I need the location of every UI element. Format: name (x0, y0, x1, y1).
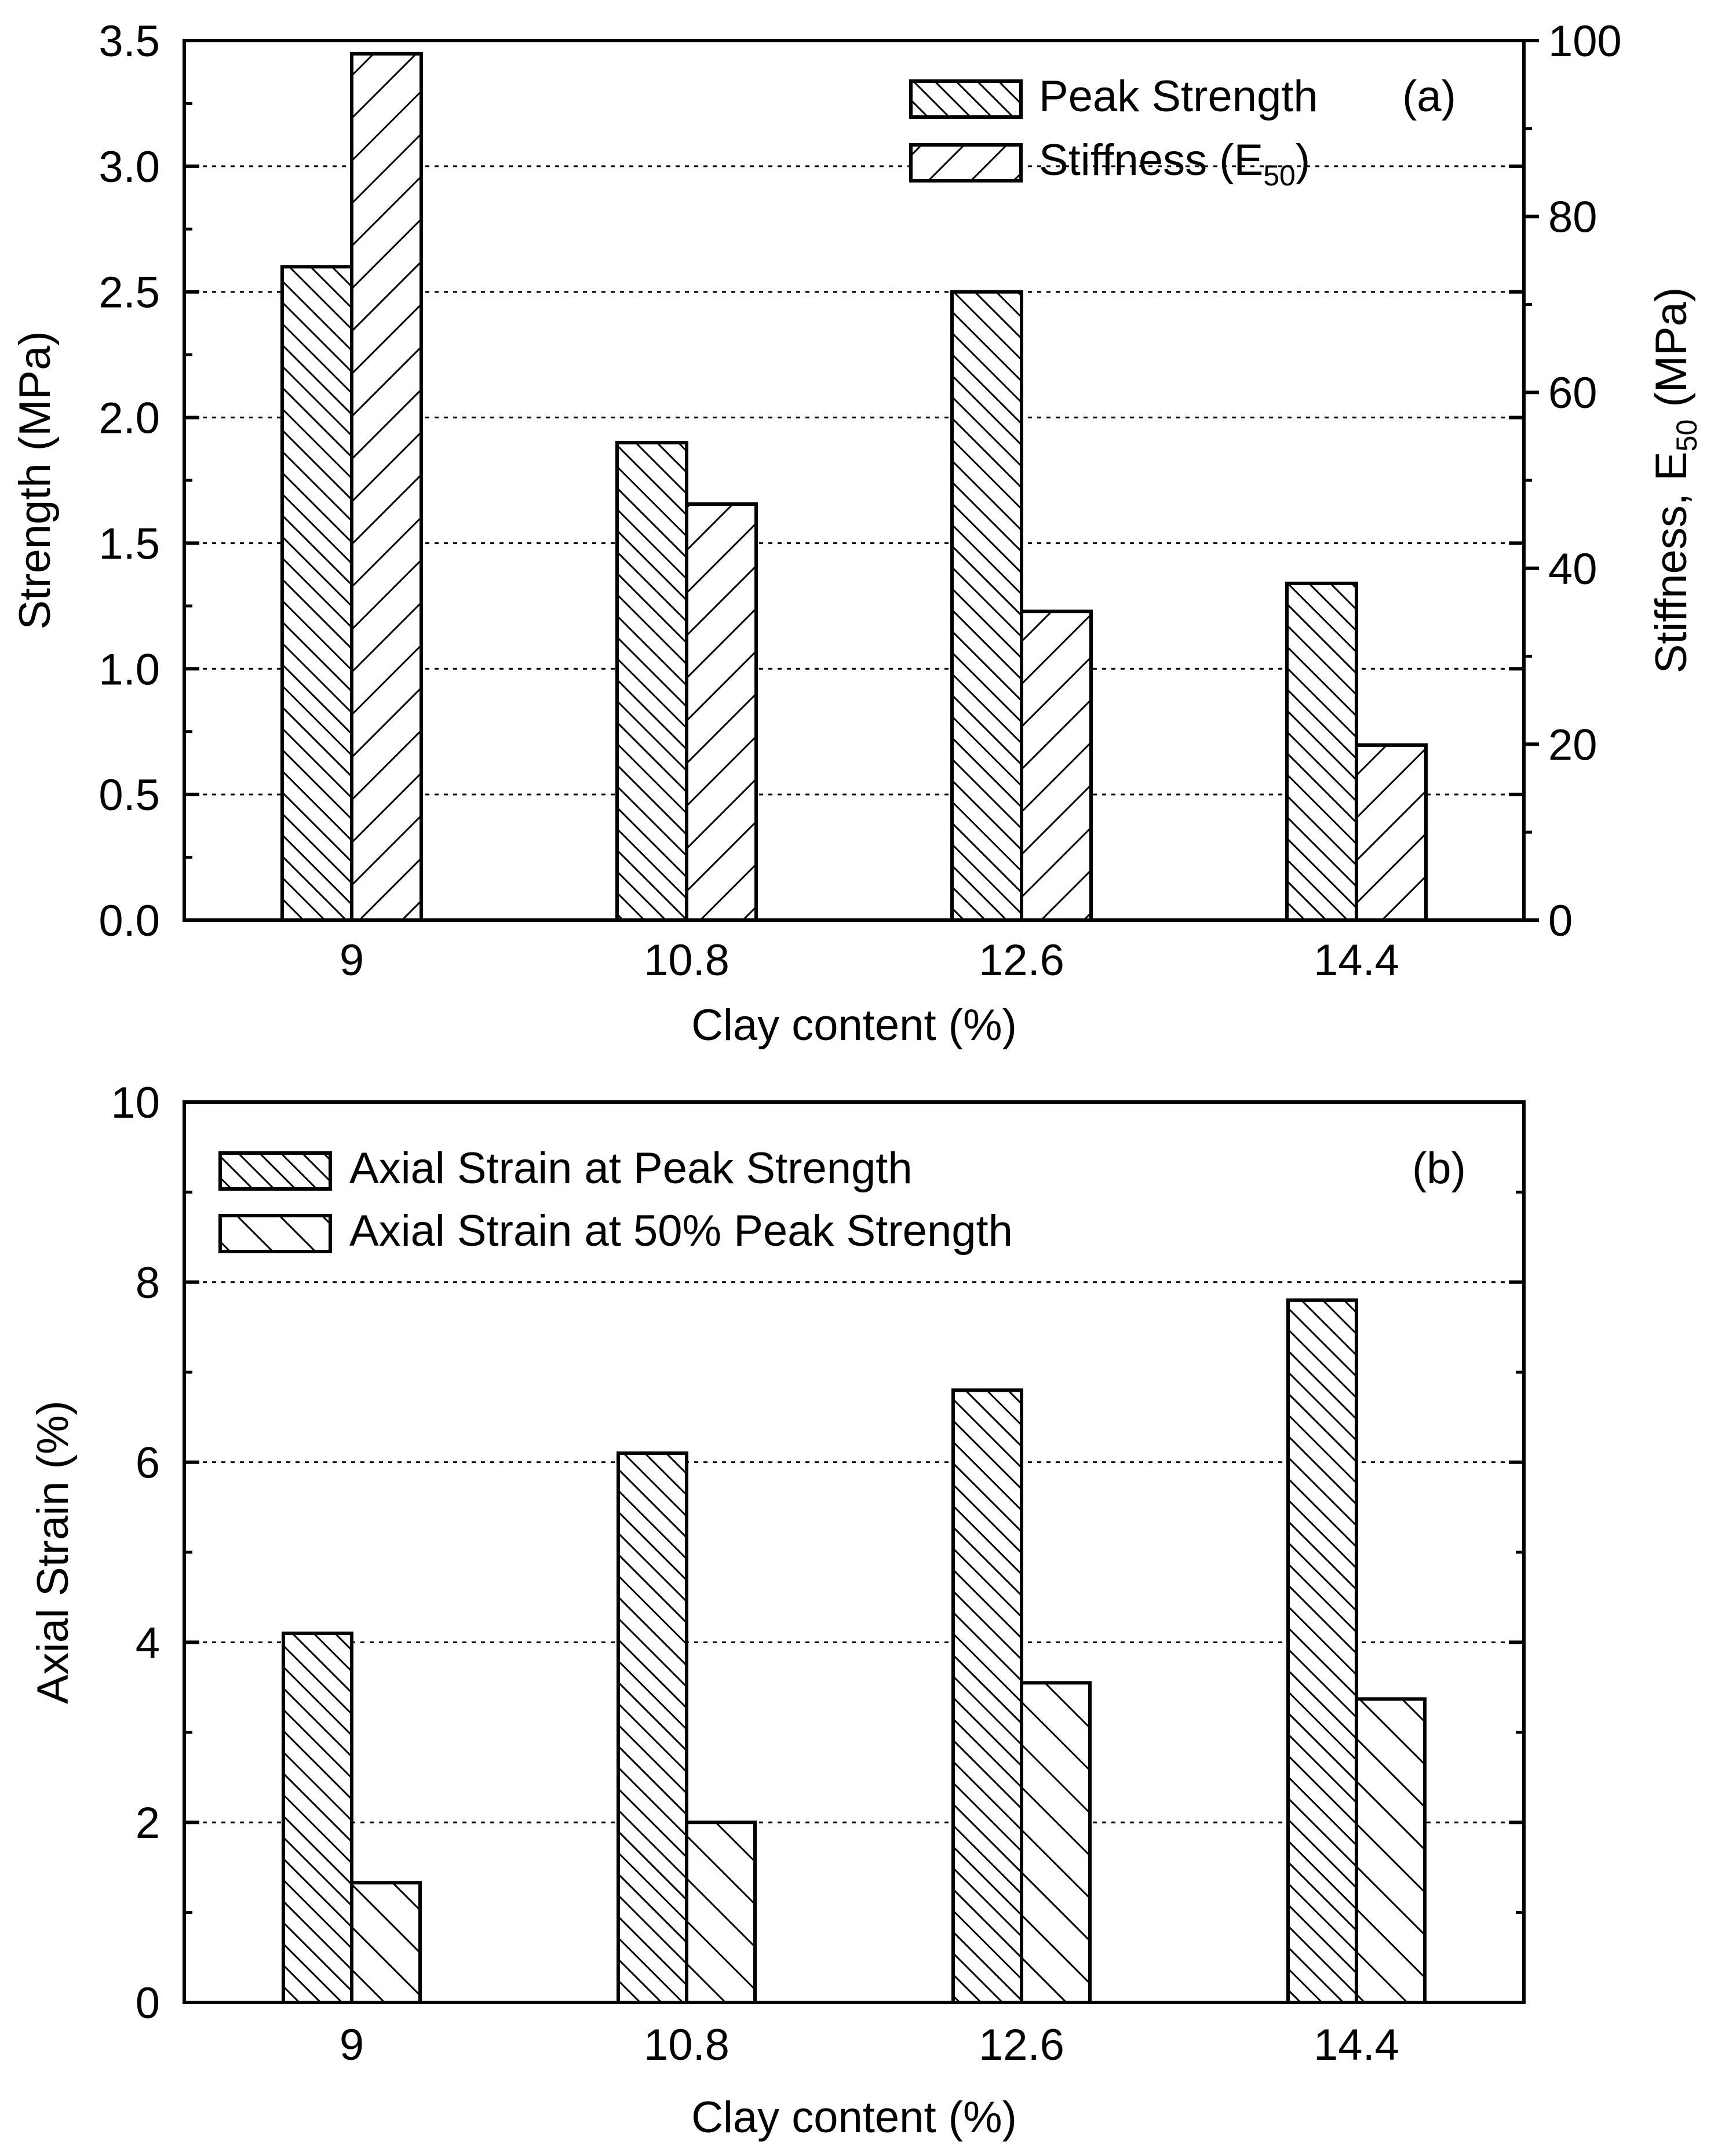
panel-b-y-axis-title: Axial Strain (%) (28, 1400, 78, 1704)
panel-a-ticks: 0.0 0.5 1.0 1.5 2.0 2.5 3.0 3.5 0 20 40 60 80 100 9 10.… (99, 17, 1621, 985)
x-tick-label: 10.8 (644, 936, 729, 985)
y2-tick-label: 60 (1548, 369, 1597, 418)
panel-b-ticks: 0 2 4 6 8 10 9 10.8 12.6 14.4 (111, 1078, 1524, 2070)
x-tick-label: 9 (340, 936, 364, 985)
bar-stiffness-e50-14-4 (1355, 743, 1428, 922)
panel-b-legend: Axial Strain at Peak Strength Axial Stra… (218, 1144, 1013, 1256)
bar-peak-strength-14-4 (1285, 581, 1358, 922)
legend-swatch-peak-strength (909, 79, 1023, 119)
y-tick-label: 1.5 (99, 519, 160, 568)
x-tick-label: 12.6 (979, 2020, 1064, 2070)
y2-tick-label: 100 (1548, 17, 1622, 66)
y2-tick-label: 0 (1548, 896, 1573, 946)
panel-b-chart: 0 2 4 6 8 10 9 10.8 12.6 14.4 Axial Strain at Pea… (28, 1078, 1526, 2142)
legend-label-stiffness-tail: ) (1296, 136, 1310, 185)
bar-axial-strain-at-50-peak-strength-12-6 (1020, 1681, 1092, 2005)
x-tick-label: 9 (340, 2020, 364, 2070)
y-tick-label: 3.5 (99, 17, 160, 66)
panel-a-y2-title-tail: (MPa) (1647, 287, 1696, 419)
panel-a-x-axis-title: Clay content (%) (691, 1001, 1017, 1050)
y2-tick-label: 80 (1548, 193, 1597, 242)
y-tick-label: 4 (136, 1618, 160, 1668)
bar-stiffness-e50-12-6 (1020, 610, 1093, 922)
legend-label-stiffness: Stiffness (E50) (1039, 136, 1310, 192)
panel-b-label: (b) (1412, 1144, 1466, 1193)
legend-label-stiffness-sub: 50 (1263, 159, 1296, 192)
bar-axial-strain-at-peak-strength-14-4 (1286, 1298, 1358, 2004)
y-tick-label: 0.5 (99, 771, 160, 820)
bar-stiffness-e50-9 (350, 52, 423, 922)
panel-a-y2-axis-title: Stiffness, E50 (MPa) (1647, 287, 1703, 674)
panel-a-label: (a) (1402, 72, 1456, 121)
y2-tick-label: 40 (1548, 545, 1597, 594)
legend-label-axial-strain-peak: Axial Strain at Peak Strength (349, 1144, 913, 1193)
y-tick-label: 6 (136, 1439, 160, 1488)
bar-axial-strain-at-peak-strength-10-8 (617, 1451, 688, 2005)
panel-a-y2-title-main: Stiffness, E (1647, 451, 1696, 673)
y-tick-label: 10 (111, 1078, 160, 1128)
x-tick-label: 12.6 (979, 936, 1064, 985)
legend-label-stiffness-main: Stiffness (E (1039, 136, 1263, 185)
bar-axial-strain-at-50-peak-strength-9 (350, 1881, 422, 2005)
panel-a-chart: 0.0 0.5 1.0 1.5 2.0 2.5 3.0 3.5 0 20 40 60 80 100 9 10.… (10, 17, 1703, 1050)
bar-peak-strength-12-6 (950, 290, 1023, 922)
legend-label-axial-strain-50: Axial Strain at 50% Peak Strength (349, 1206, 1013, 1256)
y-tick-label: 8 (136, 1258, 160, 1308)
y-tick-label: 0 (136, 1979, 160, 2028)
bar-axial-strain-at-50-peak-strength-10-8 (685, 1821, 757, 2004)
y-tick-label: 3.0 (99, 143, 160, 192)
bar-axial-strain-at-50-peak-strength-14-4 (1355, 1697, 1427, 2004)
y-tick-label: 2.0 (99, 394, 160, 443)
legend-label-peak-strength: Peak Strength (1039, 72, 1318, 121)
bar-axial-strain-at-peak-strength-9 (282, 1631, 353, 2005)
y-tick-label: 2 (136, 1799, 160, 1848)
x-tick-label: 14.4 (1314, 2020, 1399, 2070)
x-tick-label: 10.8 (644, 2020, 729, 2070)
panel-b-bars (282, 1298, 1427, 2005)
panel-a-legend: Peak Strength Stiffness (E50) (909, 72, 1318, 192)
x-tick-label: 14.4 (1314, 936, 1399, 985)
bar-stiffness-e50-10-8 (685, 502, 758, 922)
y2-tick-label: 20 (1548, 720, 1597, 769)
panel-a-bars (280, 52, 1428, 922)
panel-b-x-axis-title: Clay content (%) (691, 2093, 1017, 2142)
panel-a-y-axis-title: Strength (MPa) (10, 331, 60, 629)
legend-swatch-stiffness (909, 143, 1023, 183)
y-tick-label: 1.0 (99, 645, 160, 694)
panel-a-y2-title-sub: 50 (1670, 419, 1703, 452)
bar-peak-strength-10-8 (615, 440, 688, 922)
legend-swatch-axial-strain-peak (218, 1151, 332, 1191)
y-tick-label: 2.5 (99, 268, 160, 318)
bar-axial-strain-at-peak-strength-12-6 (951, 1388, 1023, 2004)
legend-swatch-axial-strain-50 (218, 1214, 332, 1253)
y-tick-label: 0.0 (99, 896, 160, 946)
bar-peak-strength-9 (280, 265, 353, 922)
